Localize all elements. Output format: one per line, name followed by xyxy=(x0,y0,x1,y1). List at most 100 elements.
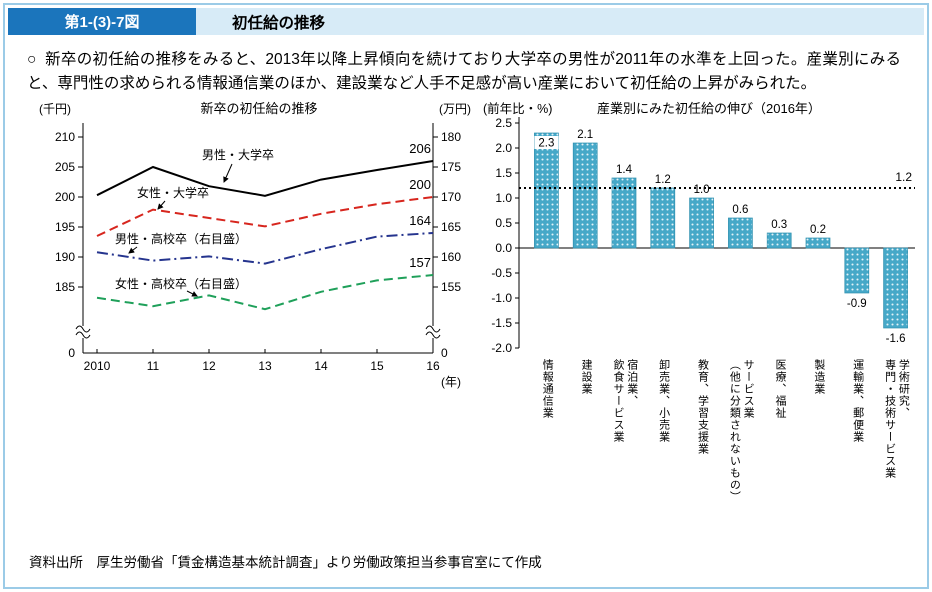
x-tick-label: 13 xyxy=(258,359,272,373)
left-tick-label: 195 xyxy=(55,220,75,234)
zero-label: 0 xyxy=(441,346,448,360)
bar xyxy=(611,177,637,249)
series-end-label: 164 xyxy=(409,213,431,228)
bar-category-label: 卸売業、小売業 xyxy=(657,359,670,444)
series-annotation: 女性・高校卒（右目盛） xyxy=(115,276,247,291)
axis-break-icon xyxy=(425,325,441,339)
summary-paragraph: ○ 新卒の初任給の推移をみると、2013年以降上昇傾向を続けており大学卒の男性が2… xyxy=(27,48,901,95)
bar-value-label: 1.0 xyxy=(694,184,710,196)
left-tick-label: 200 xyxy=(55,190,75,204)
x-axis-unit: (年) xyxy=(441,375,461,389)
bar-category: 宿泊業、 飲食サービス業 xyxy=(605,359,644,531)
source-note: 資料出所 厚生労働省「賃金構造基本統計調査」より労働政策担当参事官室にて作成 xyxy=(29,555,542,570)
right-tick-label: 155 xyxy=(441,280,461,294)
bar-value-label: 0.6 xyxy=(732,204,748,216)
x-tick-label: 12 xyxy=(202,359,216,373)
right-tick-label: 160 xyxy=(441,250,461,264)
figure-title: 初任給の推移 xyxy=(196,8,924,35)
x-tick-label: 16 xyxy=(426,359,440,373)
bar xyxy=(534,132,559,249)
axis-break-gap xyxy=(81,326,85,339)
bar-category-label: 建設業 xyxy=(580,359,593,396)
series-annotation: 男性・高校卒（右目盛） xyxy=(115,231,247,246)
figure-number: 第1-(3)-7図 xyxy=(8,8,196,35)
series-annotation: 女性・大学卒 xyxy=(137,185,209,200)
y-tick-label: -0.5 xyxy=(491,266,512,280)
line-series xyxy=(96,160,434,197)
bar-category-labels: 情報通信業 建設業 宿泊業、 飲食サービス業 卸売業、小売業 教育、学習支援業 サービス業… xyxy=(527,359,915,531)
industry-bar-chart-block: (前年比・%) 産業別にみた初任給の伸び（2016年） 2.5 2.0 1.5 1.0 0.… xyxy=(475,97,927,531)
left-axis-unit: (千円) xyxy=(39,102,71,116)
annotation-arrow xyxy=(223,163,233,184)
right-tick-label: 165 xyxy=(441,220,461,234)
summary-text: 新卒の初任給の推移をみると、2013年以降上昇傾向を続けており大学卒の男性が20… xyxy=(27,51,901,92)
zero-label: 0 xyxy=(68,346,75,360)
y-tick-label: 0.5 xyxy=(495,216,512,230)
series-end-label: 157 xyxy=(409,255,431,270)
series-annotation: 男性・大学卒 xyxy=(202,147,274,162)
bar xyxy=(844,247,870,294)
right-tick-label: 170 xyxy=(441,190,461,204)
x-tick-label: 2010 xyxy=(84,359,111,373)
annotation-arrow xyxy=(186,290,198,297)
bar-value-label: 0.2 xyxy=(810,224,826,236)
bar-category-label: 運輸業、郵便業 xyxy=(851,359,864,444)
x-tick-label: 14 xyxy=(314,359,328,373)
right-tick-label: 180 xyxy=(441,130,461,144)
bar-category: 医療、福祉 xyxy=(760,359,799,531)
bar-category-label: 宿泊業、 飲食サービス業 xyxy=(611,359,638,444)
y-tick-label: -1.0 xyxy=(491,291,512,305)
y-tick-label: 2.0 xyxy=(495,141,512,155)
right-axis-unit: (万円) xyxy=(439,102,471,116)
bar xyxy=(728,217,753,249)
y-tick-label: 1.0 xyxy=(495,191,512,205)
axis-break-icon xyxy=(75,325,91,339)
y-tick-label: -1.5 xyxy=(491,316,512,330)
y-tick-label: 1.5 xyxy=(495,166,512,180)
bar-category-label: 製造業 xyxy=(812,359,825,396)
bar-category: 製造業 xyxy=(799,359,838,531)
left-tick-label: 190 xyxy=(55,250,75,264)
bar-category: サービス業 （他に分類されないもの） xyxy=(721,359,760,531)
line-series xyxy=(96,232,434,265)
series-end-label: 200 xyxy=(409,177,431,192)
bar-axis-unit: (前年比・%) xyxy=(483,101,552,116)
bar xyxy=(883,247,908,329)
line-chart-title: 新卒の初任給の推移 xyxy=(200,101,317,116)
bar-category: 教育、学習支援業 xyxy=(682,359,721,531)
line-series xyxy=(96,274,434,311)
bar xyxy=(805,237,831,249)
summary-bullet: ○ xyxy=(27,51,37,68)
charts-row: 新卒の初任給の推移 (千円) (万円) 210 205 200 195 190 185 180 17… xyxy=(5,97,927,531)
y-tick-label: -2.0 xyxy=(491,341,512,355)
bar-value-label: 1.4 xyxy=(616,164,633,176)
bar-category-label: 医療、福祉 xyxy=(774,359,787,420)
bar-category-label: 学術研究、 専門・技術サービス業 xyxy=(883,359,910,480)
bar-value-label: 2.3 xyxy=(538,138,554,150)
y-tick-label: 0.0 xyxy=(495,241,512,255)
axis-break-gap xyxy=(431,326,435,339)
left-tick-label: 210 xyxy=(55,130,75,144)
bar-category-label: サービス業 （他に分類されないもの） xyxy=(728,359,755,504)
figure-frame: 第1-(3)-7図 初任給の推移 ○ 新卒の初任給の推移をみると、2013年以降上… xyxy=(3,3,929,589)
bar xyxy=(766,232,792,249)
bar-category: 運輸業、郵便業 xyxy=(837,359,876,531)
annotation-arrow xyxy=(157,200,166,210)
bar-category-label: 教育、学習支援業 xyxy=(696,359,709,456)
bar-category-label: 情報通信業 xyxy=(541,359,554,420)
left-tick-label: 185 xyxy=(55,280,75,294)
right-tick-label: 175 xyxy=(441,160,461,174)
bar-value-label: 1.2 xyxy=(655,174,671,186)
left-tick-label: 205 xyxy=(55,160,75,174)
bar xyxy=(572,142,598,249)
line-series xyxy=(96,196,434,237)
starting-salary-line-chart: 新卒の初任給の推移 (千円) (万円) 210 205 200 195 190 185 180 17… xyxy=(39,101,471,389)
bar-category: 建設業 xyxy=(566,359,605,531)
x-tick-label: 11 xyxy=(147,359,160,373)
bar-value-label: 2.1 xyxy=(577,129,593,141)
bar-category: 学術研究、 専門・技術サービス業 xyxy=(876,359,915,531)
figure-header: 第1-(3)-7図 初任給の推移 xyxy=(8,8,924,35)
bar xyxy=(689,197,714,249)
bar xyxy=(650,187,676,249)
series-end-label: 206 xyxy=(409,141,431,156)
